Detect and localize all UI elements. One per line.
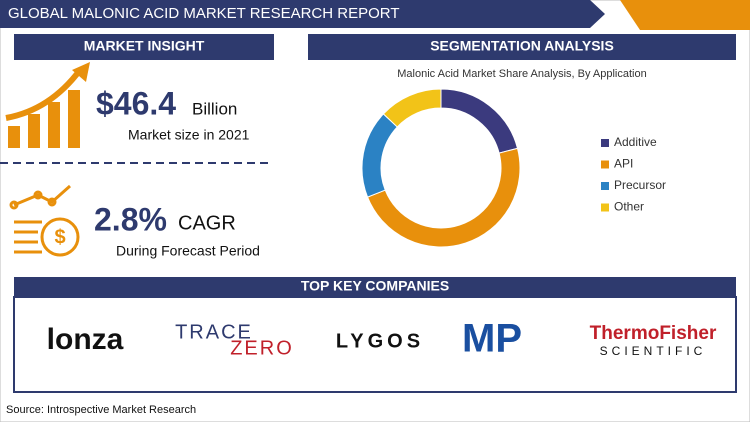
header-accent (620, 0, 750, 30)
legend-swatch (601, 160, 609, 169)
companies-box (13, 296, 737, 393)
cagr-note: During Forecast Period (116, 243, 260, 259)
donut-segment (382, 88, 442, 128)
size-unit: Billion (192, 99, 237, 118)
legend: Additive API Precursor Other (601, 135, 666, 214)
legend-swatch (601, 203, 609, 212)
segment-heading-box (308, 34, 736, 60)
legend-label: Additive (614, 135, 657, 149)
source: Source: Introspective Market Research (6, 404, 196, 416)
donut (361, 88, 521, 248)
logo-scientific: SCIENTIFIC (600, 344, 707, 358)
logo-thermofisher: ThermoFisher (590, 323, 717, 344)
dollar-sign: $ (54, 226, 65, 248)
companies-heading: TOP KEY COMPANIES (301, 278, 449, 294)
legend-swatch (601, 139, 609, 147)
cagr-unit: CAGR (178, 212, 236, 234)
header-band (0, 0, 605, 28)
insight-heading-box (14, 34, 274, 60)
chart-title: Malonic Acid Market Share Analysis, By A… (397, 68, 646, 80)
legend-label: API (614, 157, 633, 171)
legend-label: Other (614, 200, 644, 214)
logo-trace: TRACE (175, 321, 253, 343)
cagr-icon (9, 184, 80, 257)
size-note: Market size in 2021 (128, 127, 250, 143)
logo-lonza: lonza (47, 323, 124, 356)
segment-heading: SEGMENTATION ANALYSIS (430, 38, 614, 54)
legend-swatch (601, 182, 609, 190)
growth-icon (5, 62, 90, 148)
cagr-value: 2.8% (94, 201, 167, 237)
logo-lygos: LYGOS (336, 330, 424, 352)
logo-mp: MP (462, 317, 522, 361)
size-value: $46.4 (96, 85, 176, 121)
companies-heading-box (14, 277, 736, 297)
header-title: GLOBAL MALONIC ACID MARKET RESEARCH REPO… (8, 5, 399, 22)
insight-heading: MARKET INSIGHT (84, 38, 205, 54)
legend-label: Precursor (614, 178, 666, 192)
logo-zero: ZERO (230, 337, 294, 359)
